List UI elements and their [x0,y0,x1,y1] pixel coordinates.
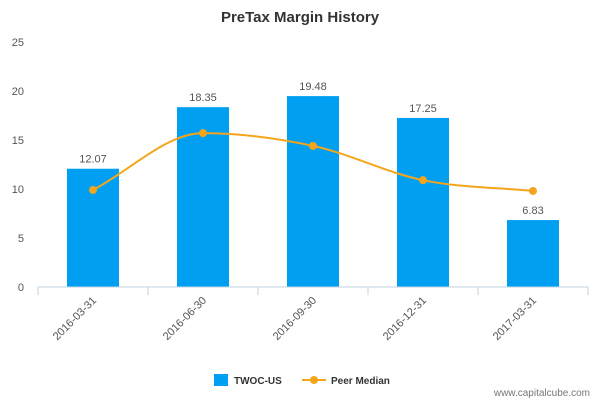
x-tick-label: 2016-12-31 [381,295,429,343]
y-tick-label: 10 [12,184,24,196]
legend-label-twoc[interactable]: TWOC-US [234,376,282,387]
bar-data-label: 6.83 [522,205,543,217]
y-tick-label: 20 [12,86,24,98]
line-series [89,129,537,195]
watermark: www.capitalcube.com [493,388,590,399]
bar[interactable] [177,107,229,287]
peer-median-point[interactable] [89,185,97,194]
x-tick-label: 2016-03-31 [51,295,99,343]
data-labels: 12.07 18.35 19.48 17.25 6.83 [79,81,543,217]
y-axis: 0 5 10 15 20 25 [12,37,24,294]
legend: TWOC-US Peer Median [214,374,390,387]
x-tick-label: 2017-03-31 [491,295,539,343]
bar-data-label: 18.35 [189,92,217,104]
peer-median-point[interactable] [529,186,537,195]
x-axis: 2016-03-31 2016-06-30 2016-09-30 2016-12-31… [37,286,589,343]
legend-swatch-twoc[interactable] [214,374,228,386]
bar-data-label: 19.48 [299,81,327,93]
bar-data-label: 12.07 [79,154,107,166]
bar[interactable] [397,117,449,287]
bar[interactable] [507,220,559,287]
peer-median-point[interactable] [199,129,207,138]
x-tick-label: 2016-06-30 [161,295,209,343]
y-tick-label: 15 [12,135,24,147]
y-tick-label: 0 [18,282,24,294]
bar-series [67,96,559,287]
peer-median-point[interactable] [309,141,317,150]
y-tick-label: 25 [12,37,24,49]
legend-label-peer[interactable]: Peer Median [331,376,390,387]
legend-marker-peer[interactable] [310,376,318,384]
bar[interactable] [287,96,339,287]
peer-median-point[interactable] [419,176,427,185]
x-tick-label: 2016-09-30 [271,295,319,343]
chart-title: PreTax Margin History [221,9,380,26]
y-tick-label: 5 [18,233,24,245]
bar-data-label: 17.25 [409,103,437,115]
